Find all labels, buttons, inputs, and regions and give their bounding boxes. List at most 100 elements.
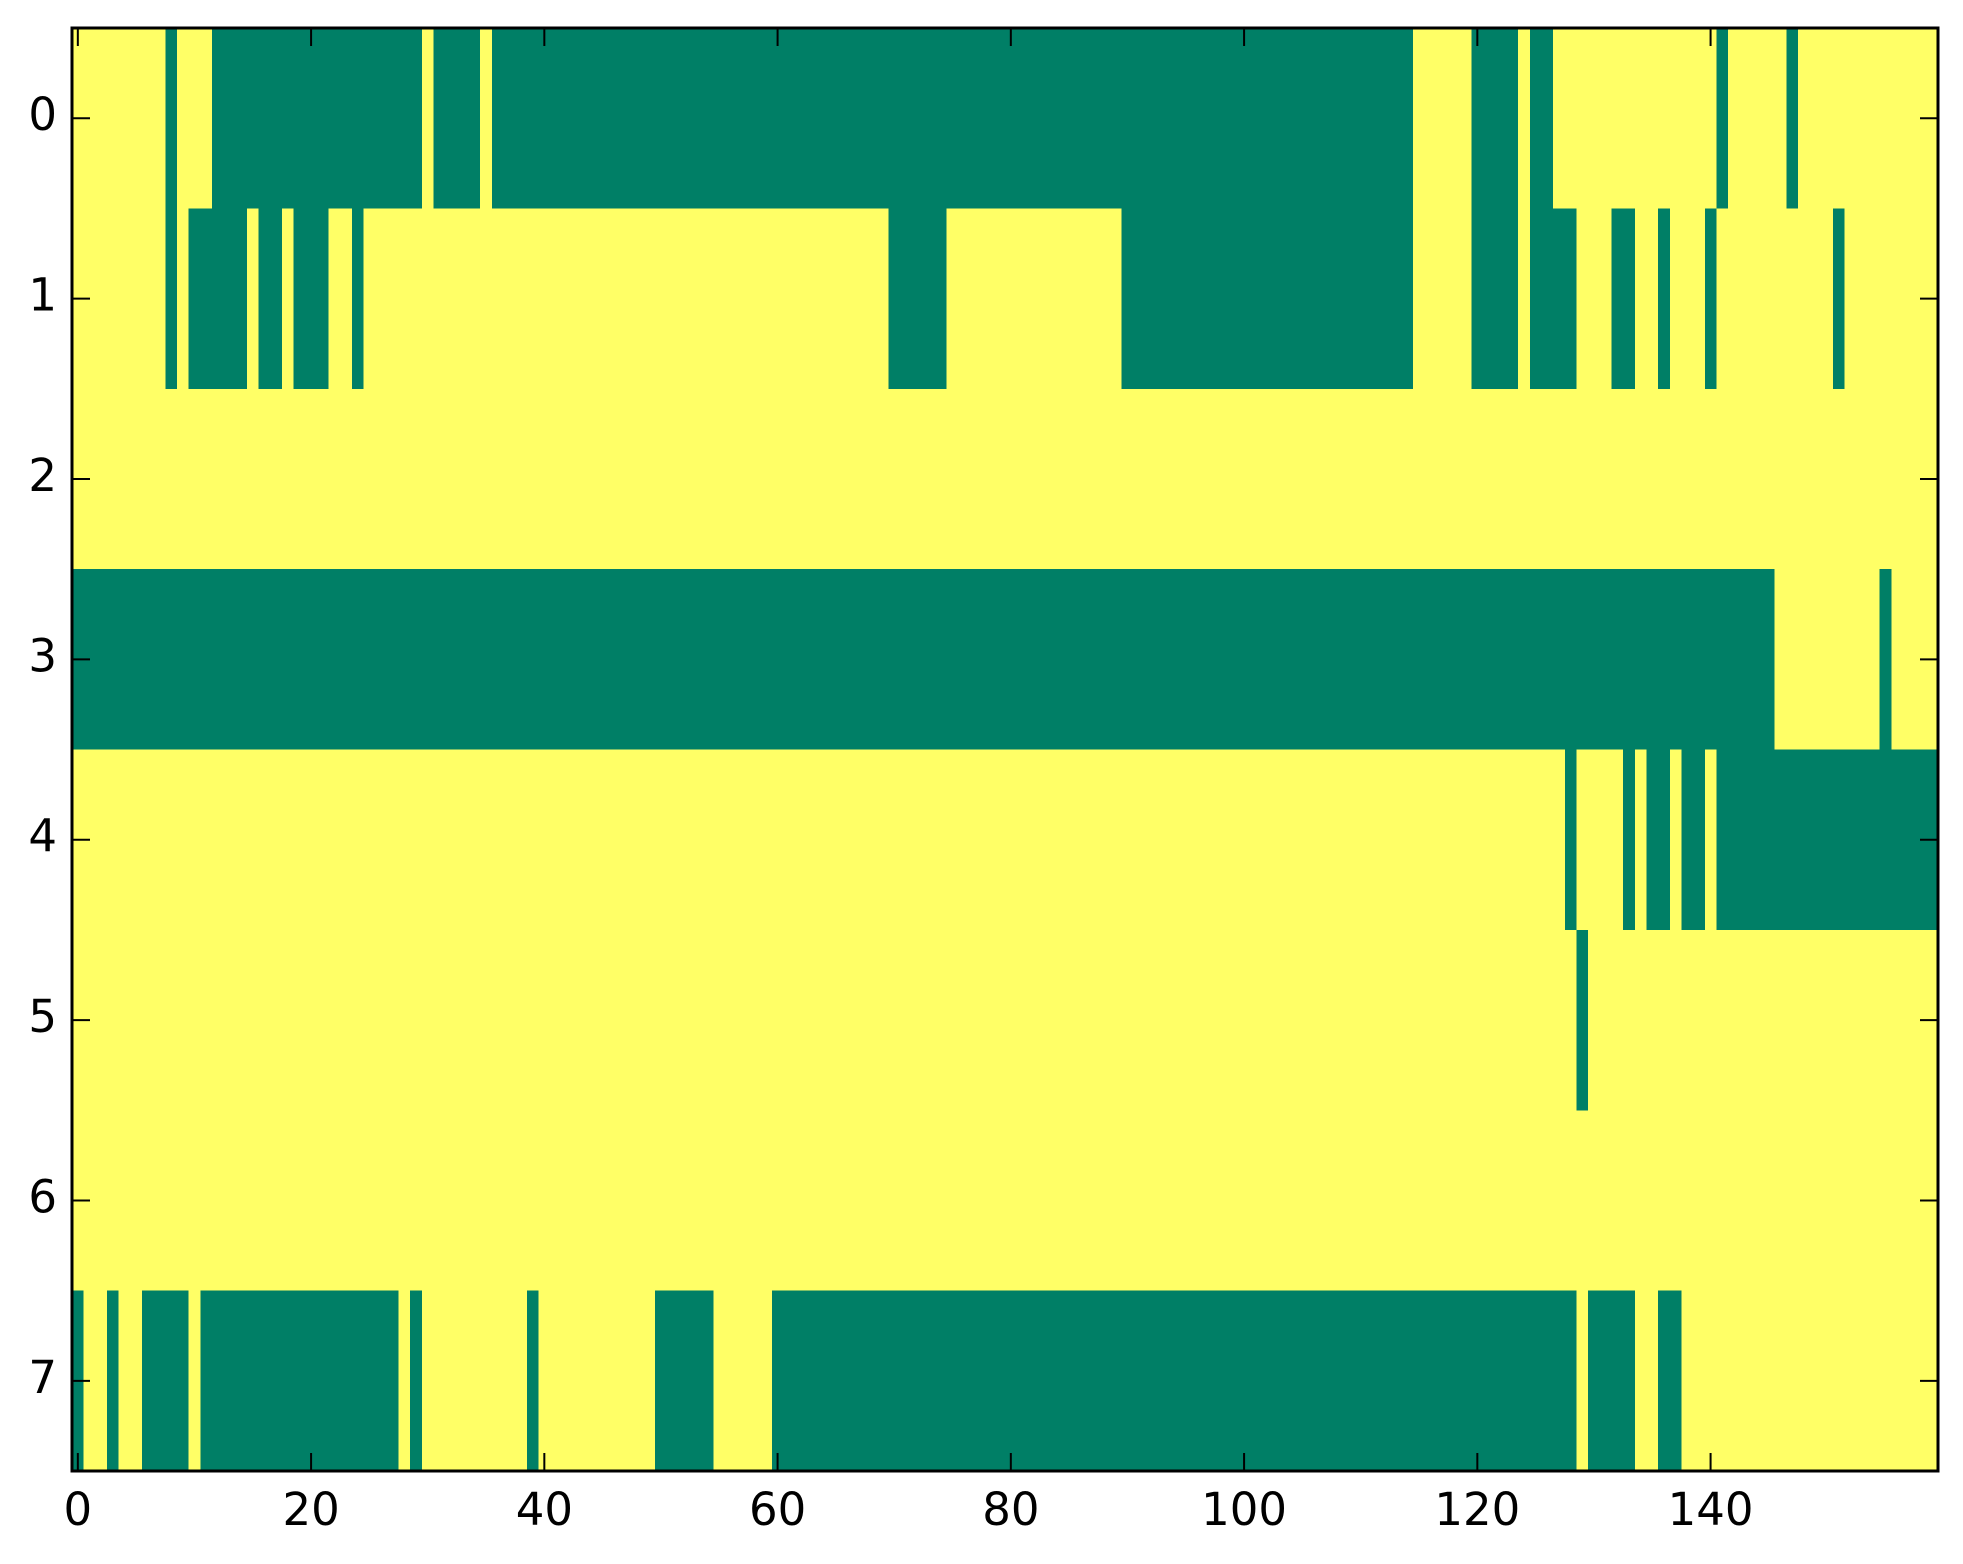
heatmap-cell [1763, 1110, 1776, 1292]
heatmap-cell [713, 569, 726, 751]
heatmap-cell [1541, 749, 1554, 931]
heatmap-cell [1121, 1110, 1134, 1292]
heatmap-cell [981, 1290, 994, 1472]
heatmap-cell [771, 1110, 785, 1292]
heatmap-cell [1413, 569, 1426, 751]
heatmap-cell [958, 208, 971, 390]
heatmap-cell [480, 208, 493, 390]
heatmap-cell [993, 929, 1006, 1111]
heatmap-cell [631, 28, 645, 209]
heatmap-cell [725, 1290, 738, 1472]
heatmap-cell [1506, 208, 1519, 390]
heatmap-cell [1739, 749, 1752, 931]
heatmap-cell [130, 28, 143, 209]
heatmap-cell [550, 28, 563, 209]
heatmap-cell [795, 749, 808, 931]
heatmap-cell [328, 749, 341, 931]
heatmap-cell [1518, 1110, 1531, 1292]
heatmap-cell [946, 929, 959, 1111]
heatmap-cell [935, 1290, 948, 1472]
heatmap-cell [771, 569, 785, 751]
heatmap-cell [1214, 1290, 1228, 1472]
heatmap-cell [293, 749, 306, 931]
heatmap-cell [118, 208, 131, 390]
heatmap-cell [526, 28, 540, 209]
heatmap-cell [1284, 1290, 1298, 1472]
heatmap-cell [1599, 569, 1613, 751]
heatmap-cell [748, 208, 761, 390]
heatmap-cell [270, 569, 283, 751]
x-tick-label: 20 [282, 1483, 339, 1536]
heatmap-cell [386, 1290, 400, 1472]
heatmap-cell [1343, 1110, 1356, 1292]
heatmap-cell [1798, 388, 1811, 570]
heatmap-cell [235, 569, 248, 751]
heatmap-cell [1238, 749, 1251, 931]
heatmap-cell [1669, 388, 1683, 570]
heatmap-cell [421, 388, 435, 570]
heatmap-cell [1378, 749, 1391, 931]
heatmap-cell [1704, 388, 1718, 570]
heatmap-cell [550, 749, 563, 931]
y-tick-label: 1 [28, 269, 57, 322]
heatmap-cell [1109, 749, 1123, 931]
heatmap-cell [1506, 929, 1519, 1111]
heatmap-cell [1576, 569, 1589, 751]
heatmap-cell [526, 1290, 540, 1472]
heatmap-cell [1261, 1110, 1274, 1292]
heatmap-cell [585, 28, 598, 209]
heatmap-cell [526, 929, 540, 1111]
heatmap-cell [340, 388, 353, 570]
heatmap-cell [1879, 1110, 1892, 1292]
heatmap-cell [596, 28, 610, 209]
heatmap-cell [585, 388, 598, 570]
heatmap-cell [1144, 749, 1158, 931]
heatmap-cell [888, 1290, 901, 1472]
heatmap-cell [1016, 569, 1029, 751]
heatmap-cell [1005, 28, 1018, 209]
heatmap-cell [1856, 1110, 1869, 1292]
heatmap-cell [258, 749, 271, 931]
heatmap-cell [666, 749, 680, 931]
heatmap-cell [503, 929, 516, 1111]
heatmap-cell [293, 1110, 306, 1292]
heatmap-cell [911, 749, 924, 931]
heatmap-cell [141, 1290, 155, 1472]
heatmap-cell [865, 929, 878, 1111]
heatmap-cell [1821, 1290, 1834, 1472]
heatmap-cell [958, 28, 971, 209]
plot-frame [70, 26, 1940, 1473]
heatmap-cell [1739, 929, 1752, 1111]
heatmap-cell [153, 569, 166, 751]
heatmap-cell [748, 1290, 761, 1472]
heatmap-cell [981, 388, 994, 570]
heatmap-cell [305, 569, 318, 751]
heatmap-cell [141, 28, 155, 209]
heatmap-cell [585, 1290, 598, 1472]
heatmap-cell [1903, 388, 1916, 570]
heatmap-cell [713, 1290, 726, 1472]
x-tick-label: 40 [516, 1483, 573, 1536]
heatmap-cell [1728, 1290, 1741, 1472]
heatmap-cell [491, 1290, 505, 1472]
heatmap-cell [946, 569, 959, 751]
heatmap-cell [1214, 569, 1228, 751]
heatmap-cell [130, 749, 143, 931]
heatmap-cell [1063, 1110, 1076, 1292]
heatmap-cell [1343, 569, 1356, 751]
heatmap-cell [993, 388, 1006, 570]
heatmap-cell [596, 208, 610, 390]
heatmap-cell [760, 569, 773, 751]
heatmap-cell [1669, 1110, 1683, 1292]
heatmap-cell [118, 388, 131, 570]
heatmap-cell [1471, 208, 1484, 390]
heatmap-cell [1728, 388, 1741, 570]
heatmap-cell [491, 1110, 505, 1292]
heatmap-cell [246, 1290, 260, 1472]
heatmap-cell [1844, 1290, 1857, 1472]
heatmap-cell [1833, 28, 1846, 209]
heatmap-cell [1529, 929, 1543, 1111]
heatmap-cell [1109, 1290, 1123, 1472]
heatmap-cell [1879, 929, 1892, 1111]
heatmap-cell [795, 388, 808, 570]
